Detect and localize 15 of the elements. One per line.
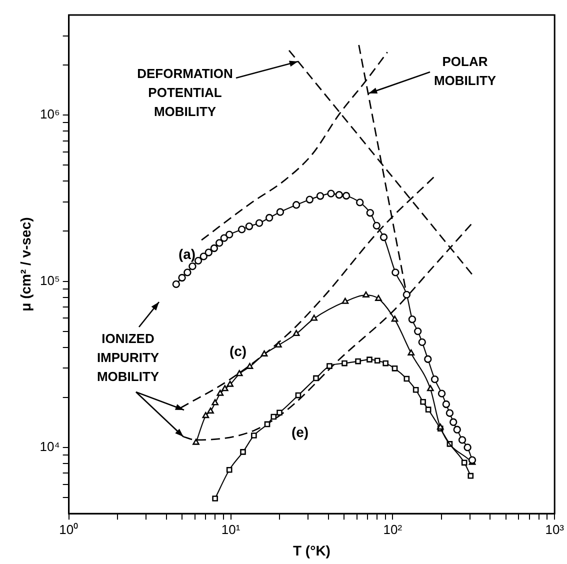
x-tick-label: 10² [383, 522, 403, 537]
y-tick-label: 10⁴ [40, 439, 60, 454]
x-axis-title: T (°K) [292, 542, 330, 558]
y-tick-label: 10⁵ [40, 272, 60, 288]
x-tick-label: 10¹ [221, 522, 241, 537]
annotation: IONIZED IMPURITY MOBILITY [96, 331, 160, 384]
x-tick-label: 10⁰ [59, 522, 79, 537]
annotation: POLAR MOBILITY [434, 54, 496, 88]
annotation: DEFORMATION POTENTIAL MOBILITY [137, 66, 233, 120]
series-label: (a) [178, 246, 196, 262]
y-axis-title: μ (cm² / v-sec) [17, 217, 34, 312]
series-label: (c) [229, 342, 247, 359]
series-label: (e) [291, 424, 309, 440]
y-tick-label: 10⁶ [40, 106, 60, 122]
x-tick-label: 10³ [545, 522, 565, 537]
